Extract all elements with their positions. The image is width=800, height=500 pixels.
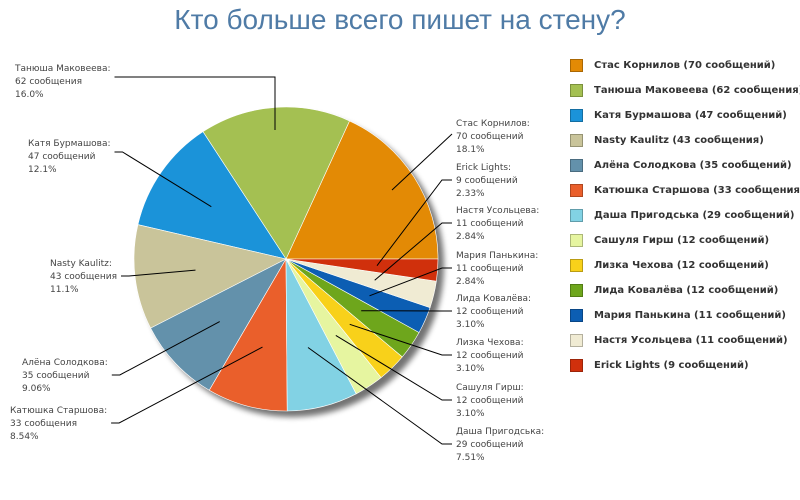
pie-slices [134,107,438,411]
legend-swatch [570,84,583,97]
legend-swatch [570,334,583,347]
legend-label: Мария Панькина (11 сообщений) [594,310,786,321]
callout-count: 29 сообщений [456,440,524,450]
callout-percent: 11.1% [50,285,79,295]
slice-callout: Erick Lights: 9 сообщений 2.33% [456,163,518,199]
legend-label: Настя Усольцева (11 сообщений) [594,335,788,346]
legend-swatch [570,159,583,172]
legend-label: Erick Lights (9 сообщений) [594,360,749,371]
legend-item: Стас Корнилов (70 сообщений) [570,53,800,78]
callout-count: 12 сообщений [456,351,524,361]
callout-count: 11 сообщений [456,219,524,229]
slice-callout: Сашуля Гирш: 12 сообщений 3.10% [456,383,524,419]
legend-label: Лизка Чехова (12 сообщений) [594,260,769,271]
legend-item: Лизка Чехова (12 сообщений) [570,253,800,278]
callout-name: Nasty Kaulitz: [50,259,112,269]
legend-label: Алёна Солодкова (35 сообщений) [594,160,792,171]
slice-callout: Катюшка Старшова: 33 сообщения 8.54% [10,406,107,442]
callout-percent: 2.33% [456,189,485,199]
callout-name: Лизка Чехова: [456,338,524,348]
callout-percent: 2.84% [456,232,485,242]
slice-callout: Лида Ковалёва: 12 сообщений 3.10% [456,294,531,330]
callout-percent: 18.1% [456,145,485,155]
legend-item: Мария Панькина (11 сообщений) [570,303,800,328]
slice-callout: Мария Панькина: 11 сообщений 2.84% [456,251,538,287]
slice-callout: Лизка Чехова: 12 сообщений 3.10% [456,338,524,374]
legend-item: Erick Lights (9 сообщений) [570,353,800,378]
callout-name: Катя Бурмашова: [28,139,111,149]
callout-name: Erick Lights: [456,163,511,173]
callout-count: 43 сообщения [50,272,117,282]
slice-callout: Танюша Маковеева: 62 сообщения 16.0% [14,64,111,100]
legend-label: Катя Бурмашова (47 сообщений) [594,110,787,121]
slice-callout: Настя Усольцева: 11 сообщений 2.84% [456,206,539,242]
legend-item: Катя Бурмашова (47 сообщений) [570,103,800,128]
legend-label: Катюшка Старшова (33 сообщения) [594,185,800,196]
callout-percent: 2.84% [456,277,485,287]
legend-item: Сашуля Гирш (12 сообщений) [570,228,800,253]
legend-swatch [570,209,583,222]
legend-swatch [570,184,583,197]
slice-callout: Nasty Kaulitz: 43 сообщения 11.1% [50,259,117,295]
callout-count: 62 сообщения [15,77,82,87]
legend-label: Лида Ковалёва (12 сообщений) [594,285,778,296]
legend-swatch [570,284,583,297]
legend-label: Танюша Маковеева (62 сообщения) [594,85,800,96]
legend-swatch [570,59,583,72]
slice-callout: Даша Пригодська: 29 сообщений 7.51% [456,427,544,463]
callout-name: Мария Панькина: [456,251,538,261]
callout-count: 33 сообщения [10,419,77,429]
legend-label: Сашуля Гирш (12 сообщений) [594,235,769,246]
callout-percent: 7.51% [456,453,485,463]
legend-item: Алёна Солодкова (35 сообщений) [570,153,800,178]
callout-percent: 9.06% [22,384,51,394]
slice-callout: Стас Корнилов: 70 сообщений 18.1% [456,119,530,155]
legend: Стас Корнилов (70 сообщений) Танюша Маков… [570,53,800,378]
callout-percent: 16.0% [15,90,44,100]
legend-swatch [570,234,583,247]
callout-count: 12 сообщений [456,307,524,317]
legend-label: Даша Пригодська (29 сообщений) [594,210,794,221]
callout-percent: 8.54% [10,432,39,442]
legend-swatch [570,359,583,372]
callout-count: 35 сообщений [22,371,90,381]
callout-percent: 12.1% [28,165,57,175]
callout-percent: 3.10% [456,409,485,419]
legend-item: Nasty Kaulitz (43 сообщения) [570,128,800,153]
callout-name: Настя Усольцева: [456,206,539,216]
slice-callout: Алёна Солодкова: 35 сообщений 9.06% [22,358,108,394]
legend-item: Катюшка Старшова (33 сообщения) [570,178,800,203]
legend-item: Настя Усольцева (11 сообщений) [570,328,800,353]
callout-count: 11 сообщений [456,264,524,274]
slice-callout: Катя Бурмашова: 47 сообщений 12.1% [28,139,111,175]
callout-count: 47 сообщений [28,152,96,162]
legend-swatch [570,134,583,147]
callout-name: Даша Пригодська: [456,427,544,437]
legend-item: Лида Ковалёва (12 сообщений) [570,278,800,303]
pie-chart: Стас Корнилов: 70 сообщений 18.1% Танюша Ма… [0,0,560,500]
legend-swatch [570,309,583,322]
legend-item: Танюша Маковеева (62 сообщения) [570,78,800,103]
callout-count: 70 сообщений [456,132,524,142]
legend-label: Стас Корнилов (70 сообщений) [594,60,775,71]
legend-item: Даша Пригодська (29 сообщений) [570,203,800,228]
callout-name: Алёна Солодкова: [22,358,108,368]
callout-percent: 3.10% [456,320,485,330]
legend-swatch [570,109,583,122]
callout-name: Танюша Маковеева: [14,64,111,74]
callout-percent: 3.10% [456,364,485,374]
legend-label: Nasty Kaulitz (43 сообщения) [594,135,764,146]
callout-count: 9 сообщений [456,176,518,186]
legend-swatch [570,259,583,272]
callout-name: Лида Ковалёва: [456,294,531,304]
callout-name: Катюшка Старшова: [10,406,107,416]
callout-name: Стас Корнилов: [456,119,530,129]
callout-count: 12 сообщений [456,396,524,406]
callout-name: Сашуля Гирш: [456,383,524,393]
